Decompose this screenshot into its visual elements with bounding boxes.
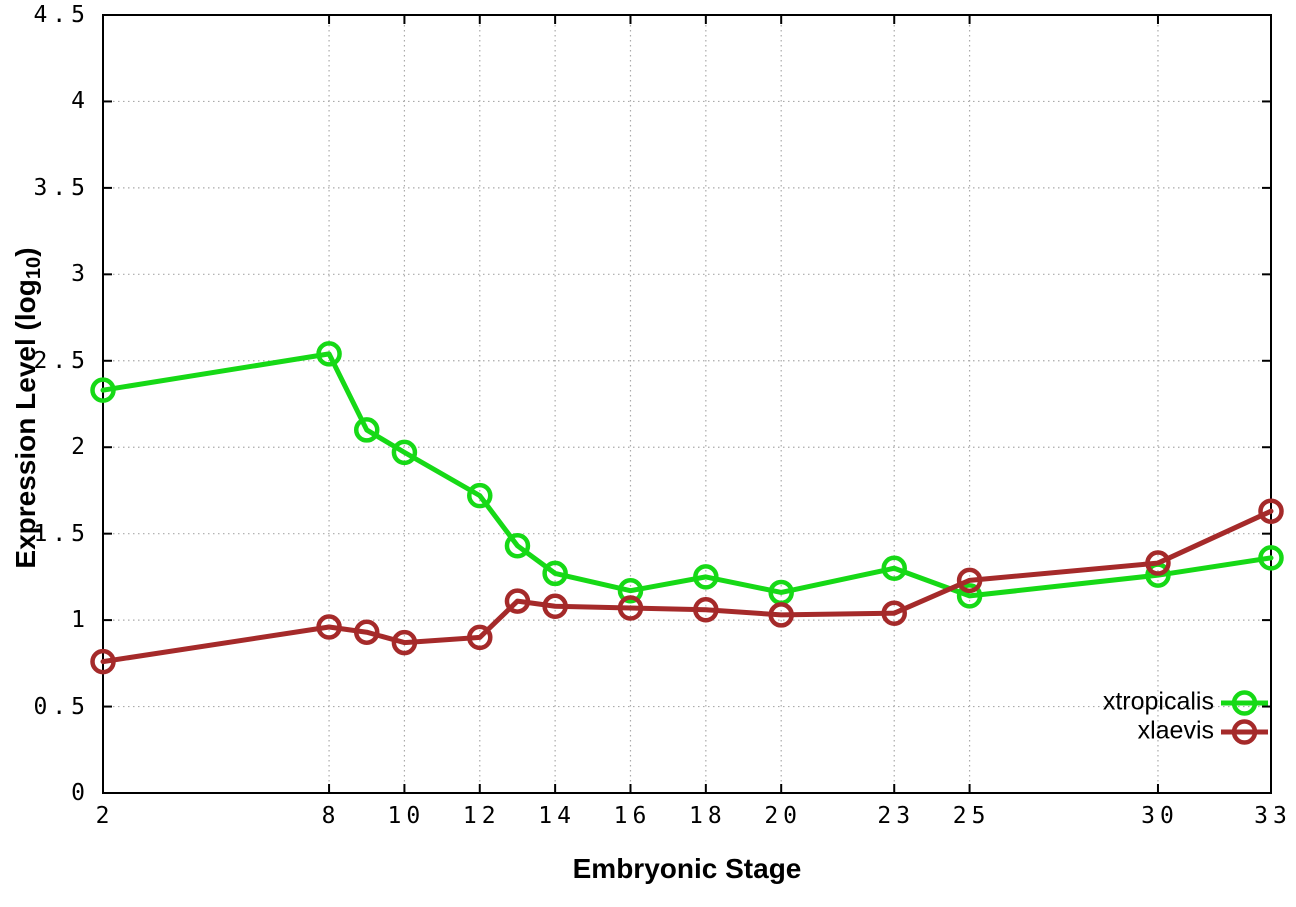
x-tick-label-33: 33 [1254,803,1292,829]
data-point-xtropicalis-stage-13 [504,533,531,559]
y-axis-title-close: ) [9,247,41,257]
data-point-xtropicalis-stage-25 [956,583,983,609]
data-point-xlaevis-stage-12 [467,624,493,651]
x-tick-label-8: 8 [321,803,341,829]
x-tick-label-25: 25 [952,803,991,829]
x-axis-title-text: Embryonic Stage [572,853,802,884]
x-tick-label-12: 12 [462,803,501,829]
x-tick-label-10: 10 [387,803,426,829]
x-axis-title: Embryonic Stage [573,853,802,885]
x-tick-label-2: 2 [95,803,115,829]
data-point-xlaevis-stage-18 [693,596,719,623]
series-line-xlaevis [100,508,1274,665]
x-tick-label-30: 30 [1141,803,1179,829]
data-point-xlaevis-stage-8 [316,614,342,640]
x-tick-label-23: 23 [877,803,916,829]
data-point-xlaevis-stage-13 [504,588,531,614]
legend-sample-marker-xlaevis [1231,719,1258,745]
series-line-xtropicalis [100,351,1274,599]
data-point-xlaevis-stage-14 [542,593,568,620]
y-axis-title-text: Expression Level (log [9,279,41,569]
y-tick-label-4: 4 [71,88,90,115]
data-point-xlaevis-stage-16 [617,595,644,621]
data-point-xtropicalis-stage-33 [1258,545,1284,571]
data-point-xtropicalis-stage-8 [316,341,342,367]
data-point-xtropicalis-stage-23 [881,555,907,581]
data-point-xlaevis-stage-23 [881,600,907,626]
y-tick-label-3: 3 [71,261,90,288]
x-tick-label-20: 20 [764,803,803,829]
y-tick-label-4.5: 4.5 [33,2,90,28]
y-axis-title-subscript: 10 [23,256,46,280]
plot-border [102,14,1272,794]
data-point-xtropicalis-stage-14 [542,560,568,587]
y-tick-label-2: 2 [71,434,90,461]
data-point-xtropicalis-stage-9 [353,417,380,443]
y-tick-label-1.5: 1.5 [33,520,90,547]
data-point-xtropicalis-stage-18 [693,564,719,590]
data-point-xlaevis-stage-2 [90,648,116,675]
data-point-xtropicalis-stage-2 [90,377,116,403]
x-tick-label-18: 18 [688,803,727,829]
data-point-xlaevis-stage-25 [956,567,983,594]
y-tick-label-3.5: 3.5 [33,174,90,201]
x-tick-label-16: 16 [613,803,652,829]
data-point-xlaevis-stage-20 [768,602,794,628]
data-point-xlaevis-stage-9 [353,619,380,645]
y-tick-label-0.5: 0.5 [33,693,90,720]
data-point-xtropicalis-stage-16 [617,577,644,604]
data-point-xlaevis-stage-30 [1145,550,1171,576]
data-point-xtropicalis-stage-10 [391,439,418,466]
legend-sample-marker-xtropicalis [1231,690,1258,716]
data-point-xtropicalis-stage-12 [467,482,493,509]
y-tick-label-0: 0 [71,780,90,806]
legend-label-xlaevis: xlaevis [1137,716,1214,745]
legend-label-xtropicalis: xtropicalis [1102,687,1214,716]
data-point-xlaevis-stage-33 [1258,498,1284,524]
y-tick-label-2.5: 2.5 [33,347,90,374]
x-tick-label-14: 14 [538,803,576,829]
y-tick-label-1: 1 [71,607,90,634]
data-point-xlaevis-stage-10 [391,629,418,656]
y-axis-title: Expression Level (log10) [10,247,46,568]
